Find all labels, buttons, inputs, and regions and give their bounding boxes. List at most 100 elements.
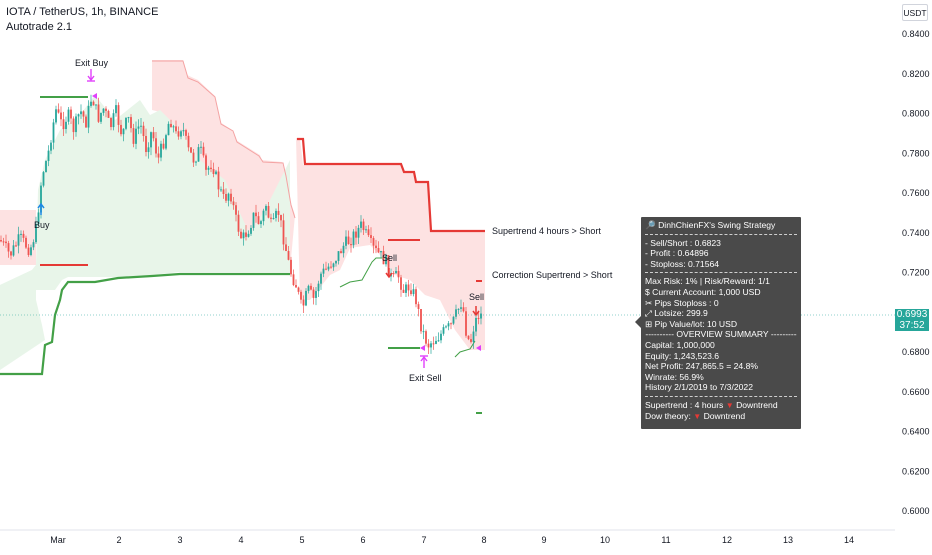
candle: [337, 251, 340, 265]
candle: [150, 131, 152, 156]
symbol-title[interactable]: IOTA / TetherUS, 1h, BINANCE: [6, 6, 159, 18]
candle: [122, 128, 125, 142]
candle: [290, 256, 292, 277]
candle: [192, 148, 195, 167]
candle: [62, 111, 65, 136]
candle: [400, 274, 402, 297]
candle: [327, 263, 330, 272]
time-axis-label: 4: [238, 535, 243, 545]
price-axis-label: 0.8000: [902, 109, 930, 119]
candle: [22, 230, 25, 243]
candle: [342, 242, 345, 258]
candle: [447, 321, 450, 331]
sell-arrow-icon-2: [472, 306, 480, 317]
candle: [420, 308, 422, 334]
exit-buy-label: Exit Buy: [75, 58, 109, 68]
price-axis-label: 0.7800: [902, 148, 930, 158]
time-axis[interactable]: Mar 2 3 4 5 6 7 8 9 10 11 12 13 14: [50, 535, 854, 545]
time-axis-label: 9: [541, 535, 546, 545]
candle: [60, 106, 62, 127]
candle: [310, 283, 312, 291]
candle: [430, 340, 432, 354]
candle: [380, 250, 382, 259]
candle: [267, 202, 270, 219]
candle: [32, 239, 35, 251]
candle: [120, 119, 122, 137]
price-axis-label: 0.6200: [902, 466, 930, 476]
candle: [262, 208, 265, 226]
candle: [112, 109, 115, 131]
candle: [167, 121, 170, 136]
sell-short-value: - Sell/Short : 0.6823: [645, 237, 721, 248]
candle: [52, 118, 55, 150]
price-axis-label: 0.8400: [902, 29, 930, 39]
candle: [370, 227, 372, 244]
candle: [392, 271, 395, 278]
sell-label: Sell: [382, 253, 397, 263]
candle: [97, 97, 100, 123]
candle: [82, 110, 85, 123]
candle: [170, 119, 172, 128]
fill-down-right: [296, 138, 485, 350]
candle: [35, 216, 37, 245]
candle: [425, 329, 427, 347]
sell2-close-arrow-icon: [476, 345, 481, 351]
pips-stoploss-value: ✂ Pips Stoploss : 0: [645, 297, 719, 308]
candle: [30, 244, 32, 257]
candle: [317, 280, 320, 298]
candle: [312, 287, 315, 305]
dow-theory-value: Downtrend: [703, 410, 746, 421]
stoploss-value: - Stoploss: 0.71564: [645, 258, 720, 269]
buy-label: Buy: [34, 220, 50, 230]
candle: [137, 119, 140, 135]
max-risk-value: Max Risk: 1% | Risk/Reward: 1/1: [645, 276, 770, 287]
candle: [427, 339, 430, 354]
candle: [235, 202, 237, 222]
candle: [117, 102, 120, 133]
candle: [147, 142, 150, 159]
candle: [90, 94, 92, 108]
candle: [315, 286, 317, 306]
candle: [20, 230, 22, 242]
candle: [125, 117, 127, 131]
candle: [355, 226, 357, 245]
candle: [187, 132, 190, 152]
panel-title-row: 🔎 DinhChienFX's Swing Strategy: [645, 220, 797, 231]
candle: [67, 106, 70, 125]
candle: [75, 113, 77, 137]
candle: [407, 279, 410, 297]
candle: [275, 208, 277, 222]
candle: [217, 166, 220, 198]
correction-label: Correction Supertrend > Short: [492, 270, 613, 280]
candle: [107, 109, 110, 118]
candle: [2, 237, 5, 246]
candle: [17, 226, 20, 254]
buy-arrow-icon: [37, 202, 45, 215]
candle: [360, 215, 362, 233]
chart-annotations: Exit Buy Buy Sell Sell Exit Sell Supertr…: [34, 58, 613, 383]
candle: [7, 240, 10, 258]
panel-pointer: [635, 316, 641, 328]
candle: [55, 105, 57, 125]
candle: [452, 316, 455, 325]
candle: [367, 225, 370, 238]
candle: [210, 160, 212, 173]
candle: [225, 188, 227, 203]
down-triangle-icon: ▼: [725, 400, 734, 410]
candle: [127, 116, 130, 123]
candle: [382, 245, 385, 265]
candle: [340, 248, 342, 254]
candle: [417, 301, 420, 317]
indicator-name[interactable]: Autotrade 2.1: [6, 21, 73, 33]
price-axis[interactable]: 0.8400 0.8200 0.8000 0.7800 0.7600 0.7400 0.72…: [902, 29, 930, 516]
candle: [162, 138, 165, 150]
candle: [305, 288, 307, 307]
candle: [25, 235, 27, 249]
candle: [185, 128, 187, 140]
currency-button[interactable]: USDT: [902, 4, 928, 21]
candle: [80, 104, 82, 119]
divider: [645, 233, 797, 235]
candle: [245, 225, 247, 241]
candle: [110, 117, 112, 131]
supertrend-lines: [0, 60, 895, 414]
